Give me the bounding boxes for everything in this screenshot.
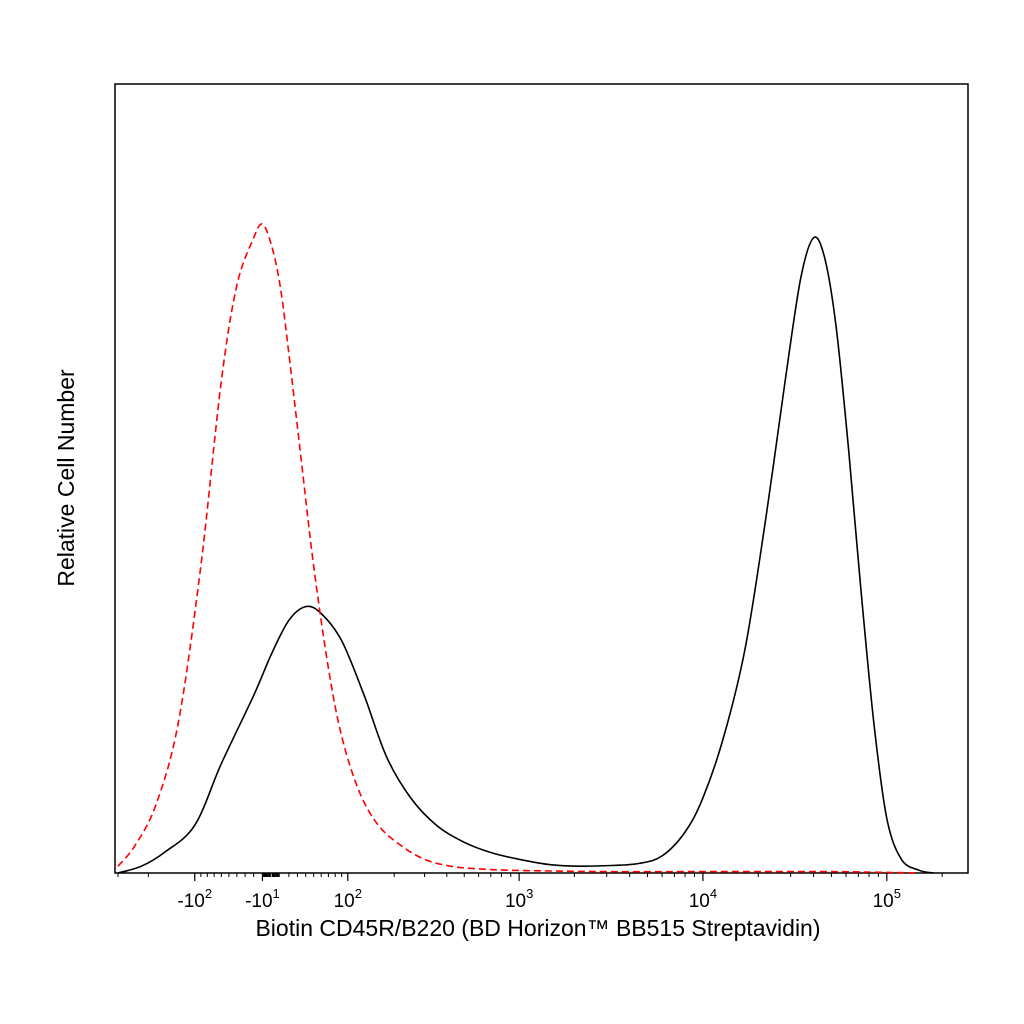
stained-histogram-line: [117, 236, 934, 874]
plot-frame: [114, 83, 969, 874]
x-axis-tick-labels: -102 -101 102 103 104 105: [177, 886, 901, 912]
isotype-control-histogram-line: [117, 223, 920, 874]
x-tick-label: 104: [689, 886, 717, 912]
x-axis-major-ticks: [194, 873, 888, 881]
y-axis-label: Relative Cell Number: [53, 369, 79, 587]
x-axis-minor-ticks: [117, 873, 943, 877]
x-tick-label: -102: [177, 886, 212, 912]
x-tick-label: -101: [245, 886, 280, 912]
series-layer: [117, 223, 934, 874]
x-tick-label: 105: [873, 886, 901, 912]
x-axis-label: Biotin CD45R/B220 (BD Horizon™ BB515 Str…: [255, 915, 820, 941]
x-tick-label: 103: [505, 886, 533, 912]
x-tick-label: 102: [334, 886, 362, 912]
